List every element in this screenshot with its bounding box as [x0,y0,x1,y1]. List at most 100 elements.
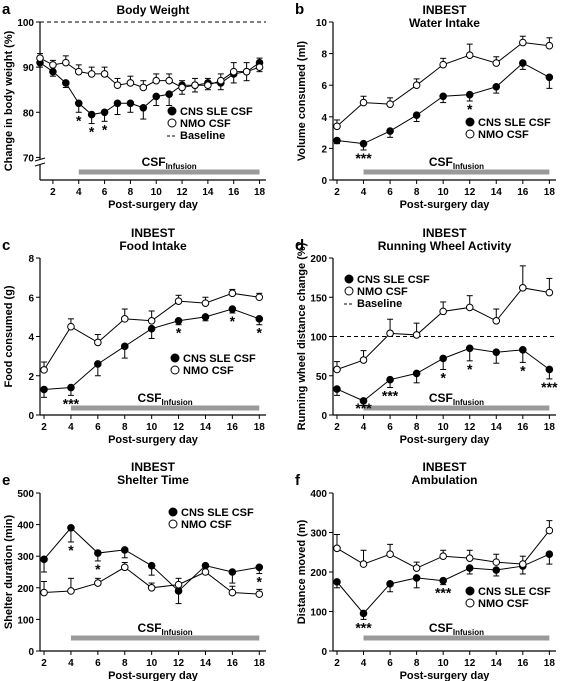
legend-label: NMO CSF [181,519,232,531]
series-line [336,530,550,569]
series-cns-sle [40,305,264,398]
y-tick-label: 80 [23,108,35,119]
legend-swatch-nmo [167,118,177,128]
data-point [67,587,75,595]
data-point [359,139,368,148]
data-point [49,61,57,69]
chart-title: Food Intake [119,239,187,253]
data-point [228,568,237,576]
data-point [255,315,264,323]
x-tick-label: 2 [334,658,340,669]
data-point [100,70,109,78]
significance-marker: *** [382,388,399,404]
y-axis-label: Running wheel distance change (%) [296,242,308,430]
y-tick-label: 100 [17,18,34,29]
data-point [62,58,70,67]
series-nmo [36,53,264,92]
infusion-label-sub: Infusion [453,162,484,171]
data-point [87,110,96,119]
panel-letter: c [2,237,10,254]
significance-marker: *** [541,379,558,395]
significance-marker: *** [435,585,452,601]
data-point [519,560,527,568]
data-point [545,365,554,374]
infusion-bar [363,169,550,175]
y-tick-label: 0 [321,176,327,187]
significance-marker: * [257,325,263,341]
x-tick-label: 4 [68,422,74,433]
y-tick-label: 100 [310,333,327,344]
x-tick-label: 2 [334,187,340,198]
panel-letter: a [2,1,11,18]
data-point [412,111,421,120]
legend-swatch-cns-sle [170,353,180,363]
data-point [333,122,341,131]
panel-letter: b [295,1,304,18]
y-tick-label: 70 [23,153,35,164]
x-tick-label: 10 [146,658,158,669]
x-tick-label: 10 [146,422,158,433]
data-point [492,566,501,574]
data-point [165,76,173,85]
x-tick-label: 4 [68,658,74,669]
y-tick-label: 300 [310,529,327,540]
chart-title: INBEST [131,226,176,240]
data-point [255,293,264,302]
data-point [545,288,554,297]
data-point [152,92,161,101]
x-tick-label: 2 [41,658,47,669]
significance-marker: * [520,362,526,378]
y-tick-label: 400 [310,489,327,500]
infusion-bar [70,635,260,641]
legend-label: CNS SLE CSF [478,586,551,598]
data-point [40,588,48,597]
significance-marker: *** [355,619,372,635]
data-point [120,315,129,323]
x-tick-label: 16 [227,658,239,669]
y-tick-label: 2 [321,144,327,155]
y-tick-label: 150 [310,293,327,304]
data-point [228,588,237,597]
data-point [201,568,210,576]
x-tick-label: 14 [202,187,214,198]
data-point [333,544,341,553]
data-point [126,79,135,87]
infusion-label: CSFInfusion [138,391,193,407]
data-point [217,76,225,85]
y-tick-label: 8 [321,50,327,61]
x-tick-label: 18 [254,187,266,198]
x-axis-label: Post-surgery day [108,434,199,446]
y-axis-label: Volume consumed (ml) [296,41,308,162]
significance-marker: * [76,112,82,128]
data-point [49,67,57,76]
y-tick-label: 400 [17,521,34,532]
data-point [152,76,161,85]
x-tick-label: 10 [438,187,450,198]
chart-title: INBEST [422,3,467,17]
data-point [139,103,148,112]
x-tick-label: 16 [227,422,239,433]
x-axis-label: Post-surgery day [400,434,491,446]
data-point [229,67,238,76]
data-point [386,100,394,108]
x-tick-label: 6 [387,658,393,669]
y-tick-label: 2 [28,372,34,383]
significance-marker: * [102,121,108,137]
infusion-label: CSFInfusion [429,621,484,637]
significance-marker: * [467,101,473,117]
data-point [147,584,156,592]
y-tick-label: 0 [28,411,34,422]
y-tick-label: 90 [23,63,35,74]
y-tick-label: 50 [316,372,328,383]
data-point [40,555,48,564]
legend-label: Baseline [357,298,402,310]
data-point [62,79,70,87]
data-point [359,397,368,405]
infusion-label-sub: Infusion [453,628,484,637]
x-tick-label: 6 [387,187,393,198]
data-point [74,67,83,76]
data-point [386,375,394,384]
